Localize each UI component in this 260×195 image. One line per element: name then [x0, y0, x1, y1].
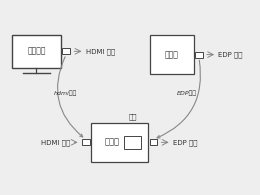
Text: EDP信号: EDP信号 [177, 91, 197, 96]
Text: HDMI 接口: HDMI 接口 [41, 139, 70, 146]
Bar [124, 136, 141, 149]
Text: 驱动板: 驱动板 [104, 138, 119, 147]
Text: HDMI 接口: HDMI 接口 [86, 48, 115, 55]
FancyArrowPatch shape [57, 57, 83, 137]
Text: 芯片: 芯片 [128, 113, 137, 120]
Text: EDP 接口: EDP 接口 [173, 139, 197, 146]
Bar [91, 123, 148, 162]
FancyArrowPatch shape [157, 60, 200, 138]
Bar [12, 35, 61, 68]
Bar [150, 35, 194, 74]
Bar [82, 139, 90, 145]
Text: 电脑主机: 电脑主机 [27, 47, 46, 56]
Text: 显示屏: 显示屏 [165, 50, 179, 59]
Text: EDP 接口: EDP 接口 [218, 51, 243, 58]
Bar [62, 48, 70, 54]
Bar [150, 139, 157, 145]
Bar [195, 52, 203, 58]
Text: hdmi信号: hdmi信号 [53, 91, 77, 96]
